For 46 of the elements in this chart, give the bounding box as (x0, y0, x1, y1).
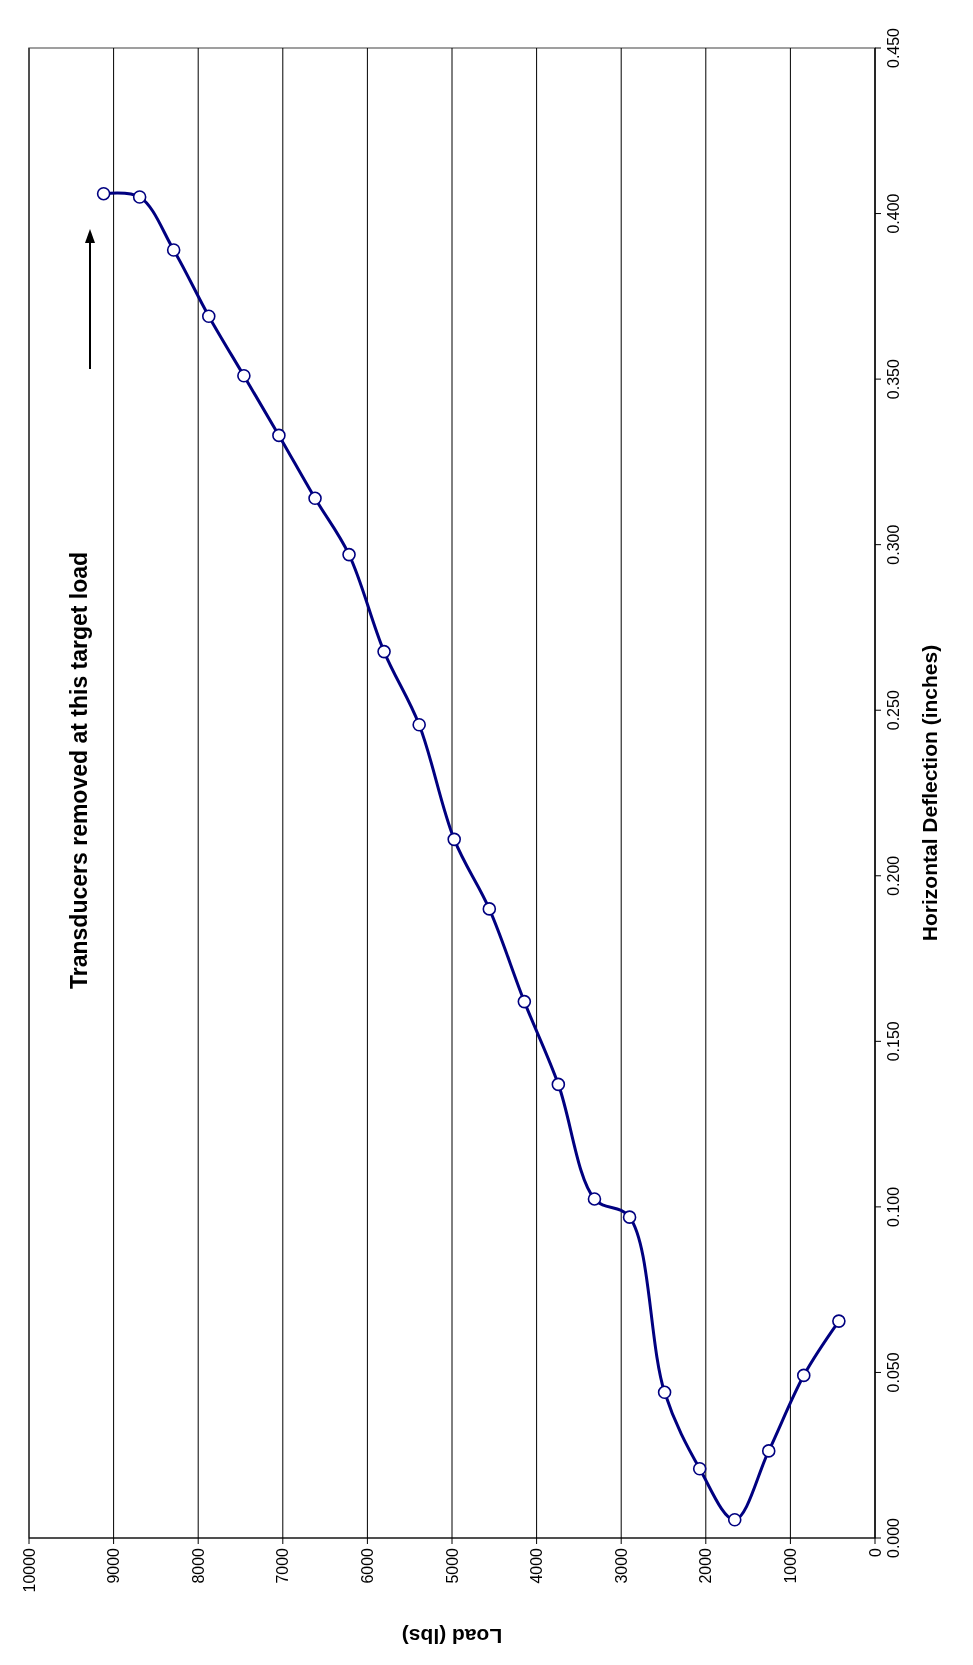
y2-axis-title: Horizontal Deflection (inches) (918, 644, 941, 942)
point (96, 186, 111, 201)
x-tick-label: 2000 (697, 1547, 715, 1584)
x-tick-label: 4000 (528, 1547, 546, 1584)
y2-tick-label: 0.450 (885, 27, 902, 69)
point (132, 190, 147, 204)
point (166, 243, 181, 257)
point (272, 428, 286, 443)
point (201, 309, 216, 323)
x-tick-label: 9000 (105, 1547, 123, 1584)
point (832, 1314, 846, 1328)
point (727, 1512, 742, 1527)
point (447, 832, 461, 847)
point (551, 1077, 566, 1092)
y2-tick-label: 0.050 (885, 1352, 902, 1393)
point (657, 1385, 672, 1400)
x-tick-label: 1000 (782, 1547, 799, 1584)
x-axis-title: Load (lbs) (401, 1625, 503, 1648)
x-tick-label: 3000 (612, 1547, 630, 1584)
point (761, 1444, 776, 1458)
point (308, 491, 322, 506)
y2-tick-label: 0.100 (885, 1186, 902, 1227)
y2-tick-label: 0.250 (885, 690, 902, 731)
point (342, 547, 356, 562)
x-tick-label: 8000 (189, 1547, 207, 1584)
y2-tick-label: 0.350 (885, 358, 902, 400)
point (412, 717, 426, 732)
x-tick-label: 6000 (359, 1547, 376, 1584)
y2-tick-label: 0.200 (885, 855, 902, 896)
x-tick-label: 7000 (274, 1547, 292, 1584)
point (587, 1192, 602, 1206)
x-tick-label: 10000 (20, 1547, 38, 1593)
point (237, 369, 251, 383)
point (622, 1210, 637, 1224)
x-tick-label: 5000 (443, 1547, 461, 1584)
point (796, 1368, 811, 1383)
y2-tick-label: 0.000 (885, 1517, 902, 1559)
point (517, 994, 532, 1009)
y2-tick-label: 0.400 (885, 193, 902, 234)
point (377, 644, 391, 659)
x-tick-label: 0 (866, 1547, 884, 1557)
point (692, 1462, 707, 1476)
y2-tick-label: 0.150 (885, 1021, 902, 1062)
point (482, 902, 497, 916)
y2-tick-label: 0.300 (885, 524, 902, 565)
annotation: Transducers removed at this target load (66, 551, 92, 989)
